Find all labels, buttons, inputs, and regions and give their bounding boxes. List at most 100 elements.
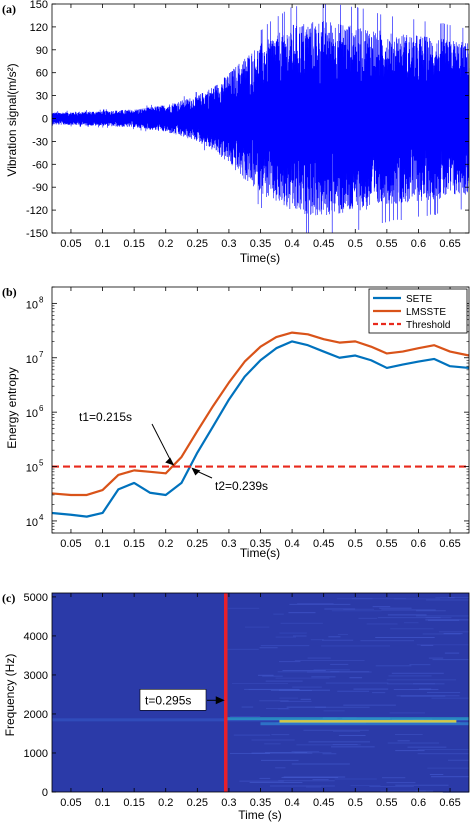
spectrogram-texture [369,786,414,788]
spectrogram-texture [306,671,372,673]
panel-b-xtick-label: 0.2 [158,538,173,550]
vibration-signal-line [51,3,470,234]
spectrogram-texture [278,661,301,663]
panel-b-xtick-label: 0.05 [60,538,81,550]
spectrogram-texture [447,596,469,598]
spectrogram-texture [300,698,311,700]
spectrogram-texture [372,692,386,694]
spectrogram-texture [394,733,423,735]
panel-c-xtick-label: 0.15 [123,797,144,809]
spectrogram-texture [280,622,323,624]
spectrogram-texture [248,689,300,691]
panel-b: (b) Energy entropy Time(s) 0.05 0.1 0.15 0.… [2,285,470,560]
spectrogram-texture [275,767,286,769]
spectrogram-texture [416,644,469,646]
spectrogram-texture [381,609,436,611]
ytick-base: 10 [26,517,38,529]
annotation-onset-arrowhead [215,696,225,705]
spectrogram-texture [388,675,432,677]
panel-a-xtick-label: 0.1 [95,238,110,250]
spectrogram-texture [264,743,281,745]
spectrogram-texture [416,615,469,617]
spectrogram-texture [278,780,335,782]
spectrogram-texture [334,778,377,780]
spectrogram-texture [375,636,435,638]
panel-c-label: (c) [2,591,15,605]
panel-a-xtick-label: 0.55 [376,238,397,250]
panel-c-xtick-label: 0.1 [95,797,110,809]
panel-c-ytick-label: 3000 [24,670,48,682]
spectrogram-texture [230,716,261,718]
panel-c-plot: t=0.295s [52,593,469,793]
panel-b-label: (b) [2,285,17,299]
spectrogram-texture [330,663,349,665]
spectrogram-texture [331,610,382,612]
spectrogram-background [52,593,469,792]
spectrogram-texture [282,670,326,672]
spectrogram-texture [422,633,461,635]
ytick-base: 10 [26,299,38,311]
spectrogram-texture [372,606,391,608]
panel-c-axes: 0.05 0.1 0.15 0.2 0.25 0.3 0.35 0.4 0.45 0.5 0.55 0… [24,592,470,809]
annotation-box [139,689,207,711]
panel-c-ytick-label: 2000 [24,709,48,721]
spectrogram-texture [425,617,452,619]
spectrogram-texture [447,759,469,761]
panel-a-ytick-label: 60 [36,68,48,80]
panel-c: (c) Frequency (Hz) Time (s) t=0.295s 0.0… [2,591,470,822]
spectrogram-texture [294,752,332,754]
spectrogram-texture [324,608,356,610]
spectrogram-texture [415,790,434,792]
panel-a-ytick-label: 30 [36,91,48,103]
panel-a-ytick-label: 150 [30,0,48,11]
spectrogram-texture [427,692,461,694]
spectrogram-texture [244,688,300,690]
spectrogram-texture [353,688,389,690]
panel-a-xtick-label: 0.05 [60,238,81,250]
spectrogram-texture [251,752,313,754]
spectrogram-texture [308,741,371,743]
panel-c-xtick-label: 0.55 [376,797,397,809]
spectrogram-texture [380,790,426,792]
spectrogram-texture [266,708,289,710]
spectrogram-texture [292,635,307,637]
panel-b-xtick-label: 0.3 [221,538,236,550]
spectrogram-texture [425,619,469,621]
spectrogram-texture [400,695,446,697]
annotation-t1-arrow-line [151,423,173,464]
annotation-t1: t1=0.215s [79,410,132,424]
spectrogram-texture [396,695,460,697]
panel-b-ytick-label: 10 [26,299,38,311]
spectrogram-texture [349,677,363,679]
spectrogram-texture [321,639,354,641]
spectrogram-texture [294,660,365,662]
spectrogram-texture [260,759,299,761]
spectrogram-texture [387,614,427,616]
panel-c-xtick-label: 0.3 [221,797,236,809]
spectrogram-texture [428,657,444,659]
panel-a-xtick-label: 0.2 [158,238,173,250]
panel-c-xtick-label: 0.65 [439,797,460,809]
legend-label-lmsste: LMSSTE [406,307,446,318]
panel-c-xtick-label: 0.45 [313,797,334,809]
panel-c-ytick-label: 5000 [24,592,48,604]
spectrogram-texture [387,683,445,685]
spectrogram-texture [297,603,334,605]
spectrogram-texture [343,608,374,610]
spectrogram-texture [259,647,278,649]
spectrogram-texture [321,645,391,647]
spectrogram-texture [231,682,289,684]
spectrogram-texture [360,640,415,642]
series-line-lmsste [51,331,470,497]
spectrogram-texture [279,632,307,634]
spectrogram-texture [444,652,460,654]
spectrogram-texture [291,751,320,753]
spectrogram-texture [420,644,434,646]
panel-a-xtick-label: 0.45 [313,238,334,250]
series-line-sete [51,340,470,518]
panel-a-xtick-label: 0.3 [221,238,236,250]
spectrogram-texture [260,645,310,647]
panel-a-xtick-label: 0.65 [439,238,460,250]
spectrogram-texture [328,636,341,638]
